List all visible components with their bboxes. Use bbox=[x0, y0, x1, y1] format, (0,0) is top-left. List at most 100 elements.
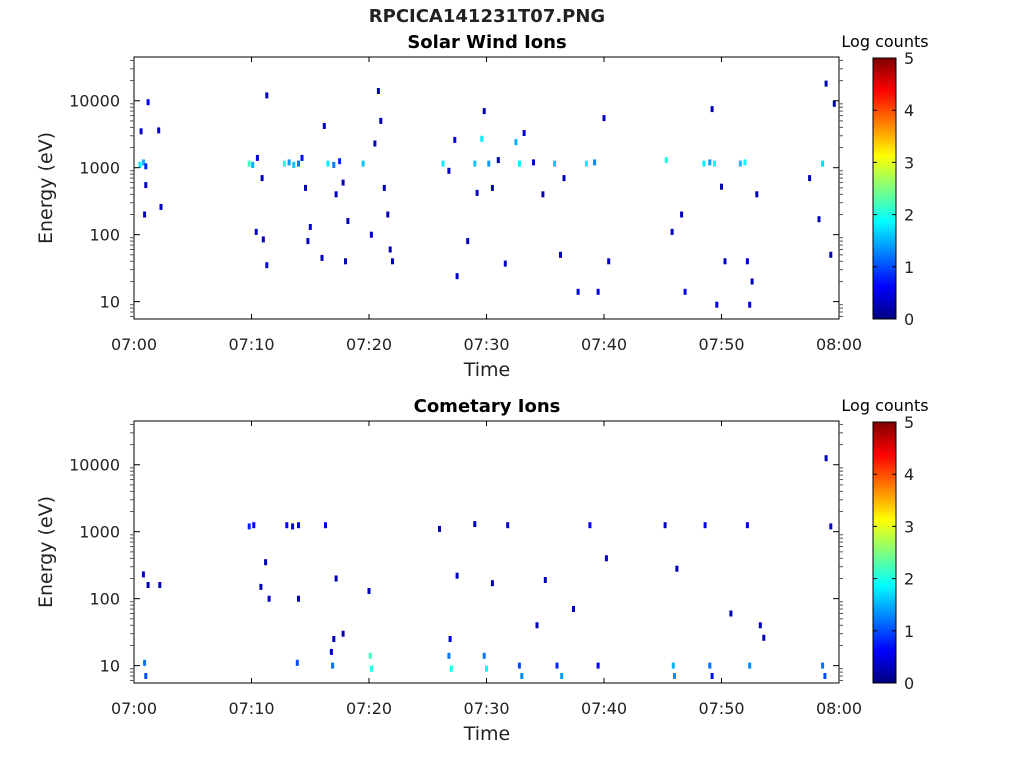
heatmap-cell bbox=[247, 523, 251, 530]
heatmap-cell bbox=[306, 238, 310, 245]
heatmap-cell bbox=[251, 161, 255, 168]
heatmap-cell bbox=[710, 673, 714, 679]
colorbar-title-cometary: Log counts bbox=[841, 396, 928, 415]
heatmap-cell bbox=[157, 127, 161, 134]
y-tick-label: 1000 bbox=[79, 523, 120, 542]
heatmap-cell bbox=[710, 106, 714, 113]
y-tick-label: 10000 bbox=[69, 92, 120, 111]
heatmap-cell bbox=[255, 154, 259, 161]
heatmap-cell bbox=[808, 175, 812, 182]
x-tick-label: 07:00 bbox=[111, 335, 157, 354]
x-tick-label: 07:30 bbox=[463, 699, 509, 718]
colorbar-tick-label: 0 bbox=[904, 674, 914, 693]
colorbar-tick-label: 5 bbox=[904, 49, 914, 68]
heatmap-cell bbox=[138, 161, 142, 168]
heatmap-cell bbox=[158, 582, 162, 588]
heatmap-cell bbox=[265, 92, 269, 99]
heatmap-cell bbox=[593, 159, 597, 166]
y-axis-solar-wind: 10 100 1000 10000 bbox=[69, 59, 843, 317]
heatmap-cell bbox=[368, 652, 372, 659]
heatmap-cell bbox=[708, 662, 712, 669]
heatmap-cell bbox=[447, 167, 451, 174]
heatmap-cell bbox=[141, 571, 145, 578]
heatmap-cell bbox=[604, 555, 608, 562]
panel-title-solar-wind: Solar Wind Ions bbox=[407, 32, 566, 53]
heatmap-cell bbox=[738, 160, 742, 167]
heatmap-cell bbox=[447, 652, 451, 659]
colorbar-tick-label: 4 bbox=[904, 465, 914, 484]
heatmap-cell bbox=[473, 521, 477, 528]
panel-title-cometary: Cometary Ions bbox=[414, 396, 561, 417]
heatmap-cell bbox=[670, 228, 674, 235]
heatmap-cell bbox=[282, 160, 286, 167]
heatmap-cell bbox=[388, 246, 392, 253]
heatmap-cell bbox=[376, 88, 380, 94]
heatmap-cell bbox=[745, 522, 749, 529]
x-axis-solar-wind: 07:00 07:10 07:20 07:30 07:40 07:50 08:00 bbox=[111, 57, 862, 354]
heatmap-cell bbox=[322, 123, 326, 129]
heatmap-cell bbox=[320, 254, 324, 261]
heatmap-cell bbox=[748, 301, 752, 308]
heatmap-cell bbox=[576, 288, 580, 295]
heatmap-cell bbox=[346, 218, 350, 224]
colorbar-tick-label: 1 bbox=[904, 258, 914, 277]
heatmap-cell bbox=[466, 238, 470, 245]
heatmap-cell bbox=[607, 258, 611, 265]
heatmap-cell bbox=[254, 228, 258, 235]
heatmap-cell bbox=[715, 301, 719, 308]
heatmap-cell bbox=[745, 258, 749, 265]
colorbar-tick-label: 2 bbox=[904, 570, 914, 589]
heatmap-cell bbox=[141, 159, 145, 166]
x-tick-label: 07:50 bbox=[698, 699, 744, 718]
x-tick-label: 07:20 bbox=[346, 335, 392, 354]
heatmap-cell bbox=[560, 673, 564, 679]
heatmap-cell bbox=[291, 523, 295, 530]
heatmap-cell bbox=[762, 634, 766, 641]
heatmap-cell bbox=[750, 278, 754, 285]
heatmap-cell bbox=[596, 662, 600, 669]
heatmap-cell bbox=[584, 160, 588, 167]
heatmap-cell bbox=[143, 211, 147, 218]
heatmap-cell bbox=[324, 522, 327, 529]
heatmap-cell bbox=[259, 583, 263, 590]
heatmap-cell bbox=[297, 160, 300, 167]
heatmap-cell bbox=[441, 160, 445, 167]
heatmap-cell bbox=[824, 455, 828, 462]
colorbar-tick-label: 4 bbox=[904, 101, 914, 120]
heatmap-cell bbox=[297, 595, 300, 602]
plot-area-solar-wind bbox=[133, 56, 840, 320]
heatmap-cell bbox=[379, 117, 383, 124]
heatmap-cell bbox=[344, 258, 347, 265]
heatmap-cell bbox=[829, 251, 833, 258]
y-tick-label: 100 bbox=[89, 590, 120, 609]
heatmap-cell bbox=[559, 251, 562, 258]
heatmap-cell bbox=[522, 130, 526, 136]
heatmap-cell bbox=[334, 191, 338, 198]
heatmap-cell bbox=[829, 523, 833, 530]
heatmap-cell bbox=[708, 159, 712, 166]
heatmap-cell bbox=[341, 179, 345, 186]
y-tick-label: 10 bbox=[100, 657, 120, 676]
heatmap-cell bbox=[448, 636, 452, 642]
x-axis-title-cometary: Time bbox=[463, 723, 511, 745]
x-axis-title-solar-wind: Time bbox=[463, 359, 511, 381]
heatmap-cell bbox=[543, 577, 547, 583]
colorbar-tick-label: 0 bbox=[904, 310, 914, 329]
heatmap-cells-solar-wind bbox=[138, 80, 836, 308]
heatmap-cell bbox=[514, 139, 518, 146]
heatmap-cell bbox=[758, 622, 762, 629]
heatmap-cell bbox=[490, 580, 494, 587]
y-tick-label: 100 bbox=[89, 226, 120, 245]
heatmap-cell bbox=[144, 163, 148, 170]
heatmap-cell bbox=[680, 211, 684, 218]
heatmap-cell bbox=[391, 258, 394, 265]
heatmap-cell bbox=[332, 636, 336, 642]
colorbar-ticks-cometary: 0 1 2 3 4 5 bbox=[873, 413, 914, 693]
heatmap-cell bbox=[817, 216, 821, 223]
colorbar-tick-label: 3 bbox=[904, 517, 914, 536]
colorbar-cometary bbox=[872, 421, 897, 684]
heatmap-cell bbox=[265, 262, 269, 269]
x-tick-label: 07:10 bbox=[228, 699, 274, 718]
heatmap-cell bbox=[341, 630, 345, 637]
